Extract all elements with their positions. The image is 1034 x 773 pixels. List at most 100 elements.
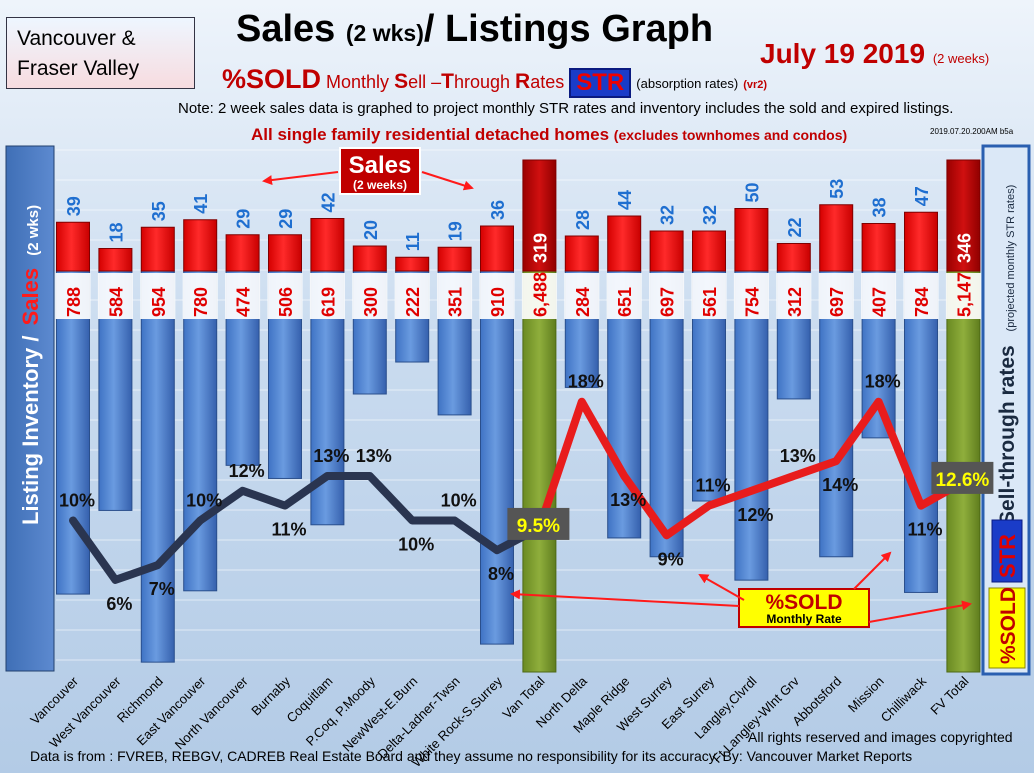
scope-paren: (excludes townhomes and condos)	[613, 127, 848, 143]
sales-value-label: 47	[912, 186, 932, 206]
sales-bar	[649, 230, 684, 272]
sales-value-label: 38	[870, 197, 890, 217]
inventory-value-label: 780	[191, 287, 211, 317]
inventory-label-box	[479, 273, 515, 319]
sales-value-label: 36	[488, 200, 508, 220]
subtitle-t: T	[441, 70, 454, 93]
sales-value-label: 346	[954, 233, 974, 263]
inventory-label-box	[945, 273, 981, 319]
sales-bar	[692, 230, 726, 272]
str-value-label: 11%	[695, 476, 730, 496]
str-value-label: 10%	[398, 535, 434, 555]
sales-callout-subtitle: (2 weeks)	[353, 178, 407, 192]
inventory-value-label: 619	[318, 287, 338, 317]
sales-bar	[56, 221, 90, 272]
inventory-value-label: 561	[700, 287, 720, 317]
sales-bar	[904, 211, 938, 272]
inventory-label-box	[606, 273, 642, 319]
left-axis-label-a: Listing Inventory /	[18, 336, 43, 525]
sales-bar	[140, 226, 175, 272]
x-tick-label: North Vancouver	[172, 673, 251, 752]
str-value-label: 12%	[737, 505, 773, 525]
subtitle-s: S	[394, 70, 409, 93]
str-value-label: 7%	[149, 579, 175, 599]
sales-callout-arrow-right	[421, 171, 474, 191]
inventory-label-box	[818, 273, 854, 319]
sold-callout-arrow-right	[868, 600, 972, 623]
sold-legend-badge	[988, 587, 1026, 669]
str-value-label: 6%	[106, 594, 132, 614]
sales-bar	[776, 243, 811, 272]
title-rest: / Listings Graph	[423, 8, 714, 50]
sales-bar	[183, 219, 218, 272]
inventory-bar	[56, 270, 90, 595]
inventory-label-box	[903, 273, 939, 319]
inventory-bar	[140, 270, 175, 663]
inventory-value-label: 312	[785, 287, 805, 317]
sales-bar	[480, 225, 514, 272]
inventory-label-box	[861, 273, 897, 319]
title-paren: (2 wks)	[345, 20, 424, 46]
inventory-label-box	[649, 273, 685, 319]
sales-bar	[268, 234, 302, 272]
page-title: Sales (2 wks)/ Listings Graph	[236, 8, 713, 51]
x-tick-label: Chilliwack	[878, 673, 930, 725]
str-legend-badge	[991, 519, 1023, 583]
right-axis-label-b: (projected monthly STR rates)	[1005, 185, 1017, 332]
str-total-badge	[507, 507, 570, 540]
sales-value-label: 29	[234, 209, 254, 229]
str-value-label: 13%	[313, 446, 349, 466]
sales-value-label: 20	[361, 220, 381, 240]
inventory-value-label: 910	[488, 287, 508, 317]
inventory-value-label: 697	[658, 287, 678, 317]
str-line: 10% 6% 7% 10% 12% 11% 13% 13% 10% 10% 8% 9.5% 18% 13%…	[59, 372, 994, 614]
sales-value-label: 32	[658, 205, 678, 225]
inventory-label-box	[225, 273, 261, 319]
inventory-value-label: 506	[276, 287, 296, 317]
subtitle-ates: ates	[530, 72, 565, 92]
sold-callout-arrow-upleft	[698, 574, 745, 601]
sales-bar	[946, 159, 981, 272]
inventory-value-label: 651	[615, 287, 635, 317]
sales-bar	[522, 159, 557, 272]
sales-bar	[564, 235, 599, 272]
str-value-label: 10%	[186, 491, 222, 511]
sales-value-label: 11	[403, 232, 423, 251]
scope-text: All single family residential detached h…	[251, 125, 847, 145]
inventory-label-box	[55, 273, 91, 319]
sales-bar	[861, 223, 896, 272]
str-value-label: 13%	[780, 446, 816, 466]
source-text: Data is from : FVREB, REBGV, CADREB Real…	[30, 748, 913, 764]
right-axis-label-a: Sell-through rates	[996, 345, 1019, 525]
str-value-label: 10%	[441, 491, 477, 511]
inventory-label-box	[352, 273, 388, 319]
sales-bar	[437, 246, 472, 272]
inventory-label-box	[691, 273, 727, 319]
left-axis-label-b: Sales	[18, 268, 43, 326]
str-value-label: 13%	[356, 446, 392, 466]
region-line-1: Vancouver &	[17, 27, 136, 50]
sales-callout-box	[339, 147, 421, 195]
subtitle-sold: %SOLD	[222, 64, 322, 94]
inventory-value-label: 300	[361, 287, 381, 317]
inventory-label-box	[776, 273, 812, 319]
sales-callout-arrow-left	[262, 171, 339, 185]
inventory-value-label: 222	[403, 287, 423, 317]
sales-value-label: 18	[106, 222, 126, 242]
report-date: July 19 2019 (2 weeks)	[760, 38, 989, 70]
subtitle-r: R	[515, 70, 531, 93]
str-badge: STR	[569, 68, 632, 99]
scope-main: All single family residential detached h…	[251, 125, 610, 144]
sales-value-label: 22	[785, 217, 805, 237]
inventory-value-label: 584	[106, 287, 126, 317]
str-value-label: 11%	[271, 520, 306, 540]
inventory-value-label: 474	[234, 287, 254, 317]
inventory-value-label: 788	[64, 287, 84, 317]
date-paren: (2 weeks)	[932, 51, 990, 66]
sold-callout-arrow-left	[510, 589, 740, 607]
sales-value-label: 19	[446, 221, 466, 241]
sales-value-label: 39	[64, 196, 84, 216]
inventory-label-box	[394, 273, 430, 319]
sold-callout-arrow-upright	[853, 551, 892, 590]
